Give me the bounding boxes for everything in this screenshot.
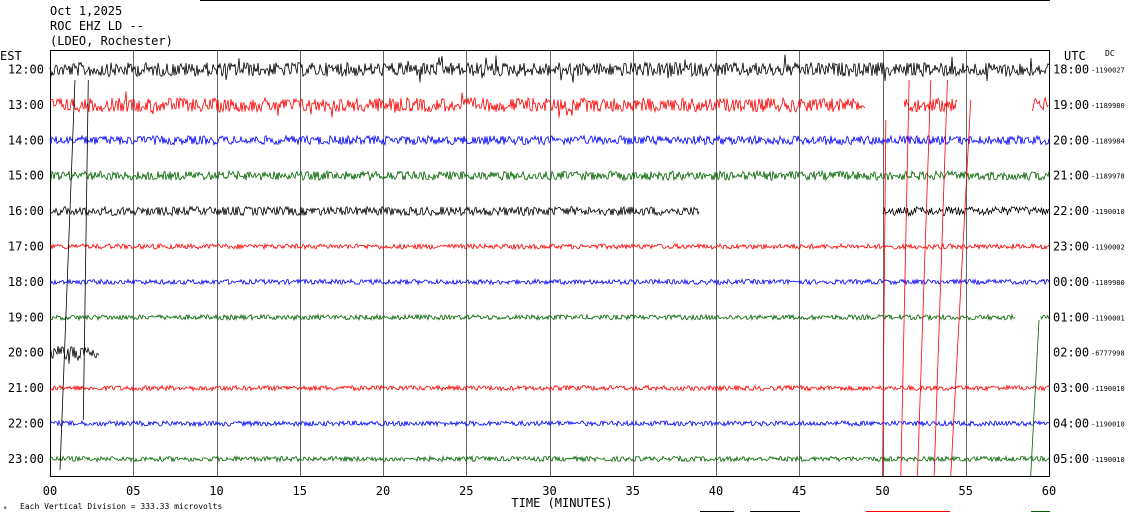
x-tick-55: 55 xyxy=(959,484,973,498)
trace-1500-seg0 xyxy=(49,169,1050,182)
dc-label-1600: -1190010 xyxy=(1091,208,1125,216)
utc-label-2300: 23:00 xyxy=(1053,240,1089,254)
utc-label-0200: 02:00 xyxy=(1053,346,1089,360)
trace-2100-seg0 xyxy=(49,384,1050,392)
x-tick-05: 05 xyxy=(126,484,140,498)
trace-2000-seg0 xyxy=(49,345,100,364)
dc-label-2300: -1190010 xyxy=(1091,456,1125,464)
trace-1300-seg1 xyxy=(903,97,958,113)
dc-label-1400: -1189984 xyxy=(1091,137,1125,145)
trace-1200-seg0 xyxy=(49,54,1050,83)
utc-label-0000: 00:00 xyxy=(1053,275,1089,289)
x-tick-10: 10 xyxy=(209,484,223,498)
dc-label-1800: -1189980 xyxy=(1091,279,1125,287)
est-label-1200: 12:00 xyxy=(8,63,44,77)
utc-label-2000: 20:00 xyxy=(1053,133,1089,147)
est-label-2000: 20:00 xyxy=(8,346,44,360)
trace-1700-seg0 xyxy=(49,242,1050,251)
header-station: ROC EHZ LD -- xyxy=(50,19,144,33)
est-label-2200: 22:00 xyxy=(8,417,44,431)
transient-line-2 xyxy=(882,119,887,477)
utc-label-0500: 05:00 xyxy=(1053,452,1089,466)
transient-line-5 xyxy=(933,79,948,477)
x-tick-00: 00 xyxy=(43,484,57,498)
transient-line-6 xyxy=(950,99,972,477)
trace-1800-seg0 xyxy=(49,277,1050,286)
est-label-1400: 14:00 xyxy=(8,133,44,147)
est-label-1700: 17:00 xyxy=(8,240,44,254)
trace-2200-seg0 xyxy=(49,419,1050,428)
utc-label-1800: 18:00 xyxy=(1053,63,1089,77)
dc-label-1900: -1190001 xyxy=(1091,314,1125,322)
transient-line-1 xyxy=(82,79,89,421)
dc-label-2000: -6777998 xyxy=(1091,350,1125,358)
dc-label-2100: -1190010 xyxy=(1091,385,1125,393)
x-tick-45: 45 xyxy=(792,484,806,498)
est-label-1900: 19:00 xyxy=(8,310,44,324)
dc-label-1200: -1190027 xyxy=(1091,67,1125,75)
transient-line-0 xyxy=(59,79,76,471)
scale-glyph: * xyxy=(3,505,7,513)
trace-1900-seg1 xyxy=(1040,314,1050,320)
trace-1600-seg0 xyxy=(49,205,700,217)
dc-label-1300: -1189980 xyxy=(1091,102,1125,110)
x-tick-30: 30 xyxy=(542,484,556,498)
plot-frame xyxy=(50,50,1050,477)
est-label-1800: 18:00 xyxy=(8,275,44,289)
trace-1400-seg0 xyxy=(49,134,1050,147)
trace-1900-seg0 xyxy=(49,313,1016,322)
transient-line-3 xyxy=(900,79,910,477)
x-tick-labels: 00 05 10 15 20 25 30 35 40 45 50 55 60 xyxy=(43,484,1056,498)
dc-label-2200: -1190010 xyxy=(1091,421,1125,429)
minute-gridlines xyxy=(133,51,967,476)
x-tick-20: 20 xyxy=(376,484,390,498)
dc-label-1500: -1189978 xyxy=(1091,173,1125,181)
est-label-2300: 23:00 xyxy=(8,452,44,466)
trace-1600-seg1 xyxy=(882,205,1049,218)
trace-1300-seg2 xyxy=(1031,96,1049,112)
x-tick-50: 50 xyxy=(875,484,889,498)
trace-1300-seg0 xyxy=(49,91,866,118)
x-axis-label: TIME (MINUTES) xyxy=(511,496,612,510)
transient-line-7 xyxy=(1030,319,1040,477)
est-axis-title: EST xyxy=(0,49,22,63)
est-label-1600: 16:00 xyxy=(8,204,44,218)
dc-label-1700: -1190002 xyxy=(1091,244,1125,252)
seismic-traces xyxy=(49,54,1050,477)
est-label-2100: 21:00 xyxy=(8,381,44,395)
x-tick-35: 35 xyxy=(626,484,640,498)
utc-label-0400: 04:00 xyxy=(1053,417,1089,431)
x-tick-60: 60 xyxy=(1042,484,1056,498)
utc-label-0100: 01:00 xyxy=(1053,310,1089,324)
x-tick-15: 15 xyxy=(293,484,307,498)
header-network: (LDEO, Rochester) xyxy=(50,34,173,48)
utc-axis-title: UTC xyxy=(1064,49,1086,63)
x-tick-25: 25 xyxy=(459,484,473,498)
header-date: Oct 1,2025 xyxy=(50,4,122,18)
utc-label-1900: 19:00 xyxy=(1053,98,1089,112)
est-label-1300: 13:00 xyxy=(8,98,44,112)
utc-label-2100: 21:00 xyxy=(1053,169,1089,183)
dc-axis-title: DC xyxy=(1105,49,1115,58)
trace-2300-seg0 xyxy=(49,454,1050,463)
utc-label-2200: 22:00 xyxy=(1053,204,1089,218)
est-label-1500: 15:00 xyxy=(8,169,44,183)
transient-line-4 xyxy=(917,79,932,477)
utc-label-0300: 03:00 xyxy=(1053,381,1089,395)
scale-note: Each Vertical Division = 333.33 microvol… xyxy=(20,502,222,511)
x-tick-40: 40 xyxy=(709,484,723,498)
